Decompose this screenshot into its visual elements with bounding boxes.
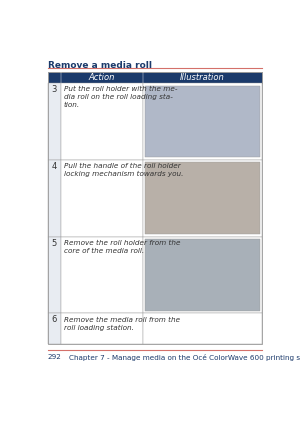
Text: Chapter 7 - Manage media on the Océ ColorWave 600 printing system: Chapter 7 - Manage media on the Océ Colo… xyxy=(69,354,300,361)
Bar xyxy=(143,83,262,160)
Text: 4: 4 xyxy=(52,162,57,171)
Bar xyxy=(143,160,262,236)
Text: Action: Action xyxy=(89,73,115,82)
Bar xyxy=(48,73,262,83)
Text: 6: 6 xyxy=(52,315,57,324)
Bar xyxy=(48,73,262,344)
Bar xyxy=(48,160,61,236)
Bar xyxy=(48,313,61,344)
Bar xyxy=(61,160,143,236)
Text: 3: 3 xyxy=(52,85,57,94)
Bar xyxy=(48,83,61,160)
Text: Pull the handle of the roll holder
locking mechanism towards you.: Pull the handle of the roll holder locki… xyxy=(64,163,183,177)
Text: Remove the media roll from the
roll loading station.: Remove the media roll from the roll load… xyxy=(64,317,180,331)
Bar xyxy=(61,236,143,313)
Bar xyxy=(61,313,143,344)
Bar xyxy=(145,162,260,234)
Text: 292: 292 xyxy=(48,354,62,360)
Bar xyxy=(143,313,262,344)
Bar xyxy=(143,236,262,313)
Text: Remove the roll holder from the
core of the media roll.: Remove the roll holder from the core of … xyxy=(64,240,180,254)
Bar xyxy=(145,239,260,311)
Text: Remove a media roll: Remove a media roll xyxy=(48,61,152,70)
Text: Put the roll holder with the me-
dia roll on the roll loading sta-
tion.: Put the roll holder with the me- dia rol… xyxy=(64,86,177,108)
Text: 5: 5 xyxy=(52,239,57,248)
Text: Illustration: Illustration xyxy=(180,73,225,82)
Bar xyxy=(61,83,143,160)
Bar xyxy=(145,85,260,157)
Bar xyxy=(48,236,61,313)
